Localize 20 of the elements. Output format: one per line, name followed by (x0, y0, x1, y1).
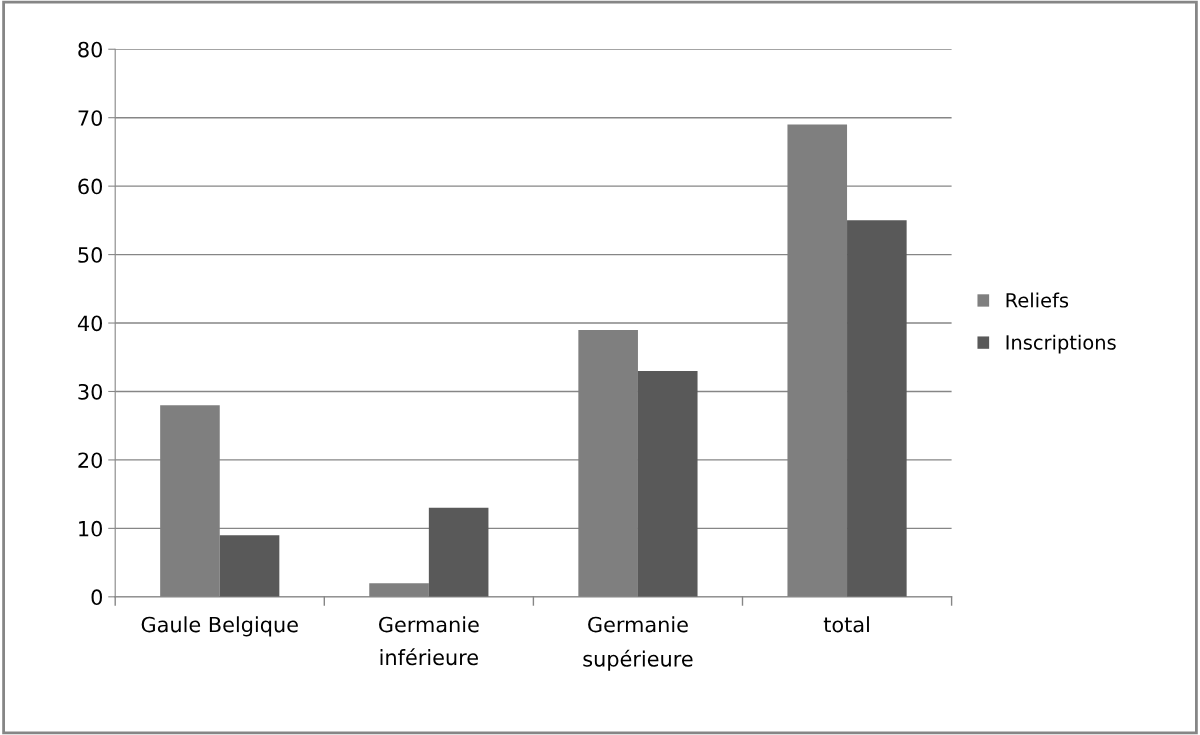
x-tick-label: Germanie supérieure (583, 616, 693, 671)
bar (428, 507, 489, 597)
bar (369, 583, 429, 597)
y-tick-label: 40 (77, 315, 103, 332)
bar (637, 370, 698, 597)
bar (847, 220, 907, 597)
y-tick-label: 20 (78, 452, 103, 469)
legend-label: Reliefs (1006, 292, 1069, 308)
y-tick-label: 50 (78, 247, 103, 263)
legend-label: Inscriptions (1006, 334, 1116, 354)
y-tick-label: 70 (78, 110, 103, 126)
x-tick-label: total (823, 616, 869, 633)
x-tick-label: Gaule Belgique (141, 616, 298, 637)
y-tick-label: 10 (79, 520, 103, 537)
y-tick-label: 60 (78, 178, 103, 195)
y-tick-label: 0 (91, 589, 103, 606)
x-tick-label: Germanie inférieure (379, 616, 479, 666)
y-tick-label: 30 (78, 383, 103, 400)
bar (219, 535, 280, 597)
y-tick-label: 80 (78, 41, 103, 58)
